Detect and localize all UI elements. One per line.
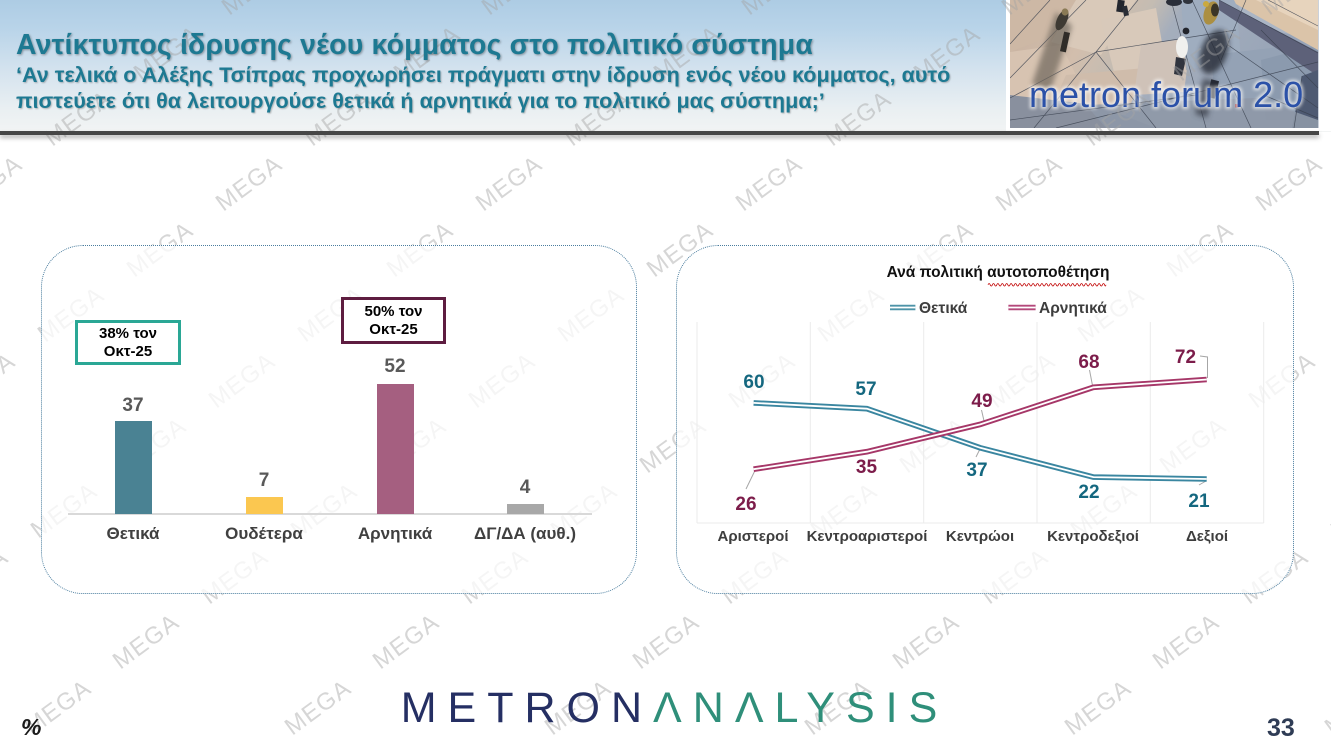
svg-text:metron forum 2.0: metron forum 2.0 bbox=[1029, 74, 1303, 115]
svg-text:metron forum 2.0: metron forum 2.0 bbox=[1029, 74, 1303, 115]
